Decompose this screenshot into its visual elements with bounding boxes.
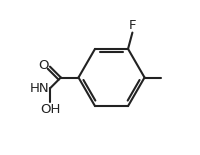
Text: HN: HN (30, 82, 49, 95)
Text: F: F (129, 19, 136, 32)
Text: O: O (38, 59, 48, 72)
Text: OH: OH (40, 103, 60, 116)
